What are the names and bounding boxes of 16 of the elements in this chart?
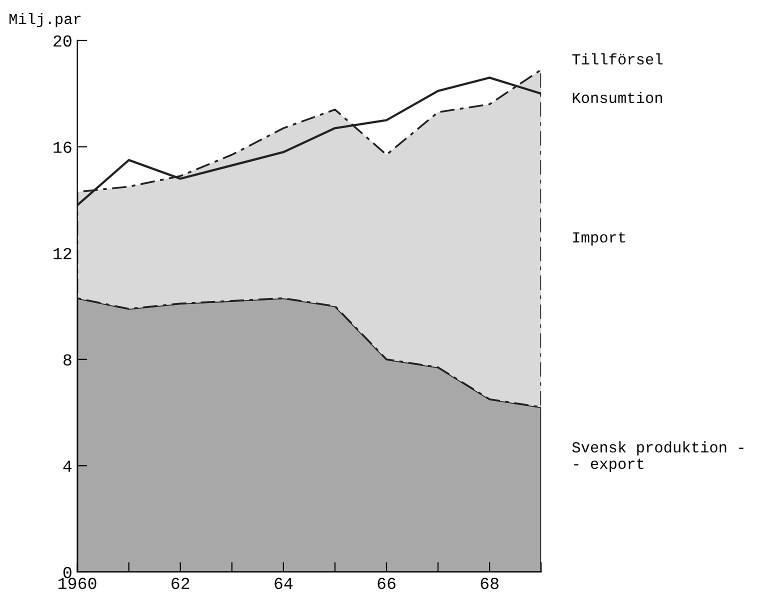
y-tick-label: 12	[54, 248, 72, 260]
x-tick-label: 62	[172, 578, 190, 590]
text: Svensk produktion - - export	[572, 441, 744, 472]
y-tick-label: 16	[54, 142, 72, 153]
y-tick-label: 0	[63, 566, 72, 578]
x-tick-label: 68	[480, 578, 498, 590]
text: Import	[573, 232, 626, 246]
x-tick-label: 1960	[58, 578, 96, 590]
x-tick-label: 66	[378, 578, 396, 590]
y-axis-title: Milj.par	[10, 12, 81, 28]
text: Tillförsel	[572, 53, 662, 64]
text: Konsumtion	[572, 92, 662, 104]
y-tick-label: 4	[63, 460, 72, 472]
y-tick-label: 8	[64, 354, 72, 366]
y-tick-label: 20	[54, 35, 72, 47]
x-tick-label: 64	[274, 578, 293, 590]
